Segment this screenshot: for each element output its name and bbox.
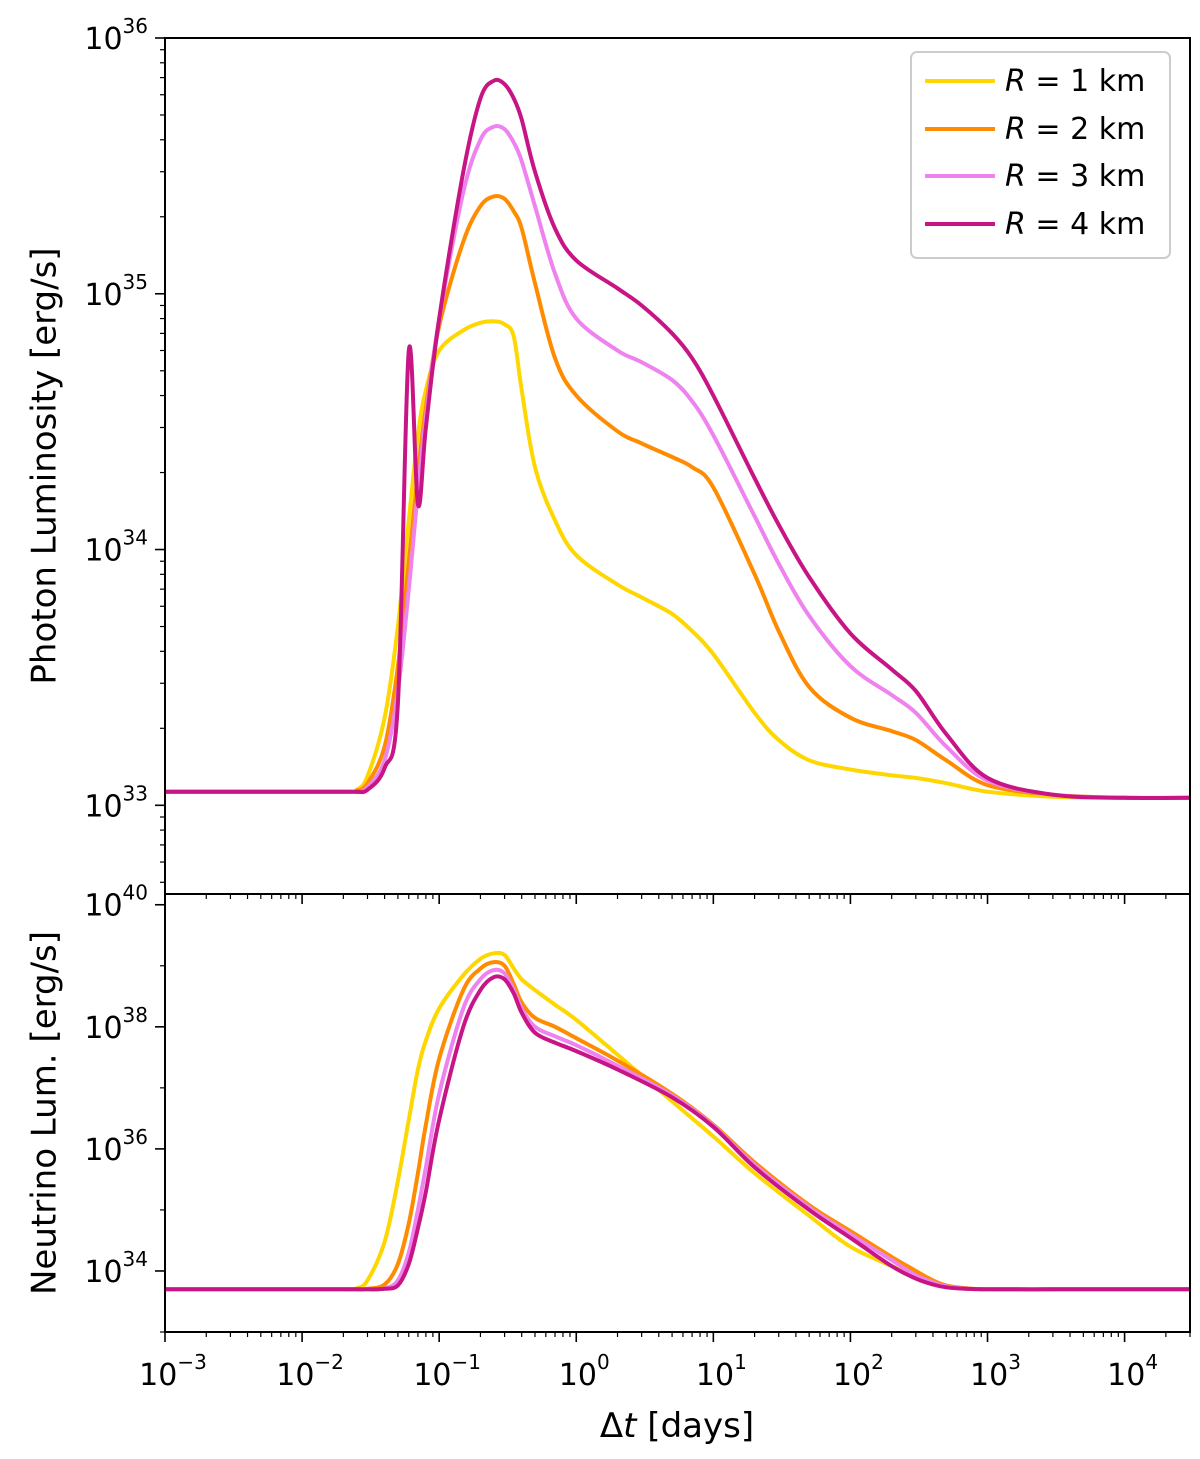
neutrino-series-lines (165, 950, 1190, 1292)
photon-y-tick-labels: 1033 1034 1035 1036 (84, 14, 148, 824)
neutrino-series-line-r1 (165, 950, 1190, 1292)
neutrino-y-tick-label: 1038 (84, 1003, 148, 1046)
photon-y-axis-label: Photon Luminosity [erg/s] (25, 247, 65, 684)
photon-series-lines (165, 77, 1190, 801)
legend-entry-r3: R = 3 km (925, 159, 1145, 194)
x-tick-label: 102 (833, 1350, 884, 1393)
legend-entry-r1: R = 1 km (925, 64, 1145, 99)
legend-label-r3: R = 3 km (1005, 159, 1145, 194)
photon-luminosity-panel: 1033 1034 1035 1036 Photon Luminosity [erg/… (25, 14, 1191, 904)
neutrino-series-line-r2 (165, 959, 1190, 1292)
x-tick-label: 10−2 (276, 1350, 344, 1393)
x-tick-label: 101 (696, 1350, 747, 1393)
x-tick-labels: 10−3 10−2 10−1 100 101 102 103 104 (139, 1350, 1158, 1393)
photon-y-tick-label: 1034 (84, 526, 148, 569)
legend: R = 1 km R = 2 km R = 3 km R = 4 km (910, 51, 1171, 259)
neutrino-y-tick-label: 1034 (84, 1247, 148, 1290)
photon-y-tick-label: 1035 (84, 270, 148, 313)
neutrino-y-tick-label: 1036 (84, 1125, 148, 1168)
x-tick-label: 10−3 (139, 1350, 207, 1393)
neutrino-plot-frame (164, 893, 1191, 1333)
legend-entry-r2: R = 2 km (925, 112, 1145, 147)
neutrino-y-tick-labels: 1034 1036 1038 1040 (84, 881, 148, 1290)
neutrino-y-axis-label: Neutrino Lum. [erg/s] (25, 931, 65, 1295)
neutrino-axis-ticks (155, 903, 1191, 1342)
x-tick-label: 103 (970, 1350, 1021, 1393)
photon-series-line-r2 (165, 194, 1190, 801)
legend-label-r4: R = 4 km (1005, 207, 1145, 242)
x-tick-label: 104 (1107, 1350, 1158, 1393)
x-tick-label: 10−1 (413, 1350, 481, 1393)
legend-label-r1: R = 1 km (1005, 64, 1145, 99)
photon-y-tick-label: 1033 (84, 781, 148, 824)
photon-series-line-r1 (165, 319, 1190, 800)
photon-y-tick-label: 1036 (84, 14, 148, 57)
photon-series-line-r4 (165, 77, 1190, 801)
legend-frame (910, 51, 1171, 259)
neutrino-series-line-r3 (165, 967, 1190, 1292)
neutrino-series-line-r4 (165, 974, 1190, 1292)
legend-entry-r4: R = 4 km (925, 207, 1145, 242)
x-tick-label: 100 (559, 1350, 610, 1393)
x-axis-label: Δt [days] (600, 1406, 754, 1446)
legend-label-r2: R = 2 km (1005, 112, 1145, 147)
neutrino-y-tick-label: 1040 (84, 881, 148, 924)
